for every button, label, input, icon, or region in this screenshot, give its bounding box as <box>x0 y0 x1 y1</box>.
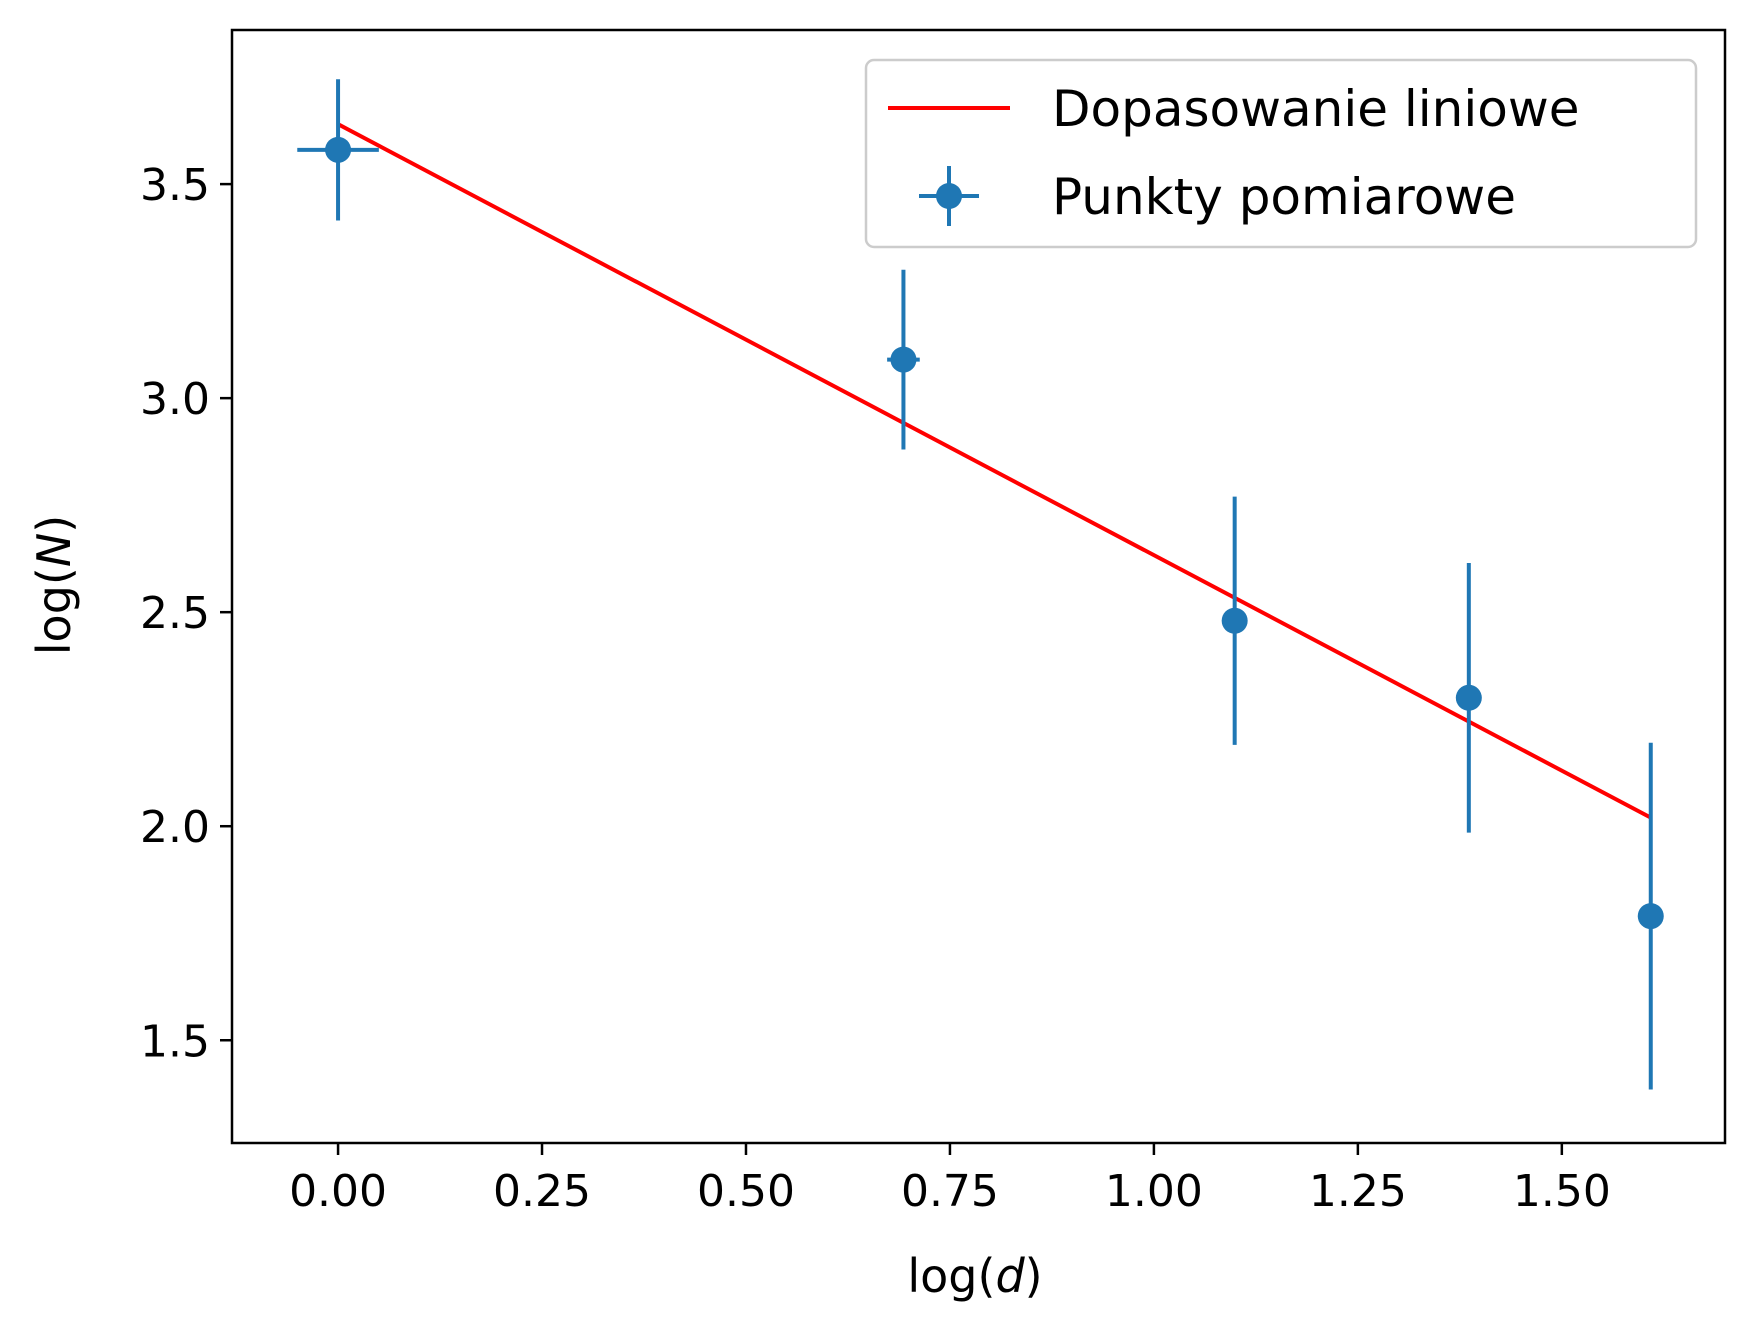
y-tick-label: 2.5 <box>140 588 210 639</box>
data-point <box>1221 607 1248 634</box>
x-axis-label: log(d) <box>907 1249 1042 1303</box>
fit-line <box>337 122 1652 820</box>
axis-ticks: 0.00 0.25 0.50 0.75 1.00 1.25 1.50 1.5 2.0 2.5 3.0… <box>140 160 1611 1217</box>
legend-marker-swatch <box>936 183 962 209</box>
legend-box <box>864 58 1698 249</box>
plot-area <box>297 79 1664 1090</box>
legend-label-line: Dopasowanie liniowe <box>1052 80 1580 138</box>
legend-label-points: Punkty pomiarowe <box>1052 168 1516 226</box>
x-tick-label: 0.25 <box>493 1166 591 1217</box>
y-tick-label: 1.5 <box>140 1016 210 1067</box>
x-tick-label: 1.50 <box>1513 1166 1611 1217</box>
y-axis-label: log(N) <box>27 515 81 655</box>
legend: Dopasowanie liniowe Punkty pomiarowe <box>864 58 1698 249</box>
x-tick-label: 0.50 <box>697 1166 795 1217</box>
data-point <box>890 346 917 373</box>
x-tick-label: 0.00 <box>289 1166 387 1217</box>
data-point <box>325 136 352 163</box>
axes-frame <box>230 28 1727 1145</box>
x-tick-label: 1.25 <box>1309 1166 1407 1217</box>
data-point <box>1455 684 1482 711</box>
x-tick-label: 0.75 <box>901 1166 999 1217</box>
y-tick-label: 2.0 <box>140 802 210 853</box>
x-tick-label: 1.00 <box>1105 1166 1203 1217</box>
data-point <box>1637 903 1664 930</box>
y-tick-label: 3.0 <box>140 374 210 425</box>
y-tick-label: 3.5 <box>140 160 210 211</box>
